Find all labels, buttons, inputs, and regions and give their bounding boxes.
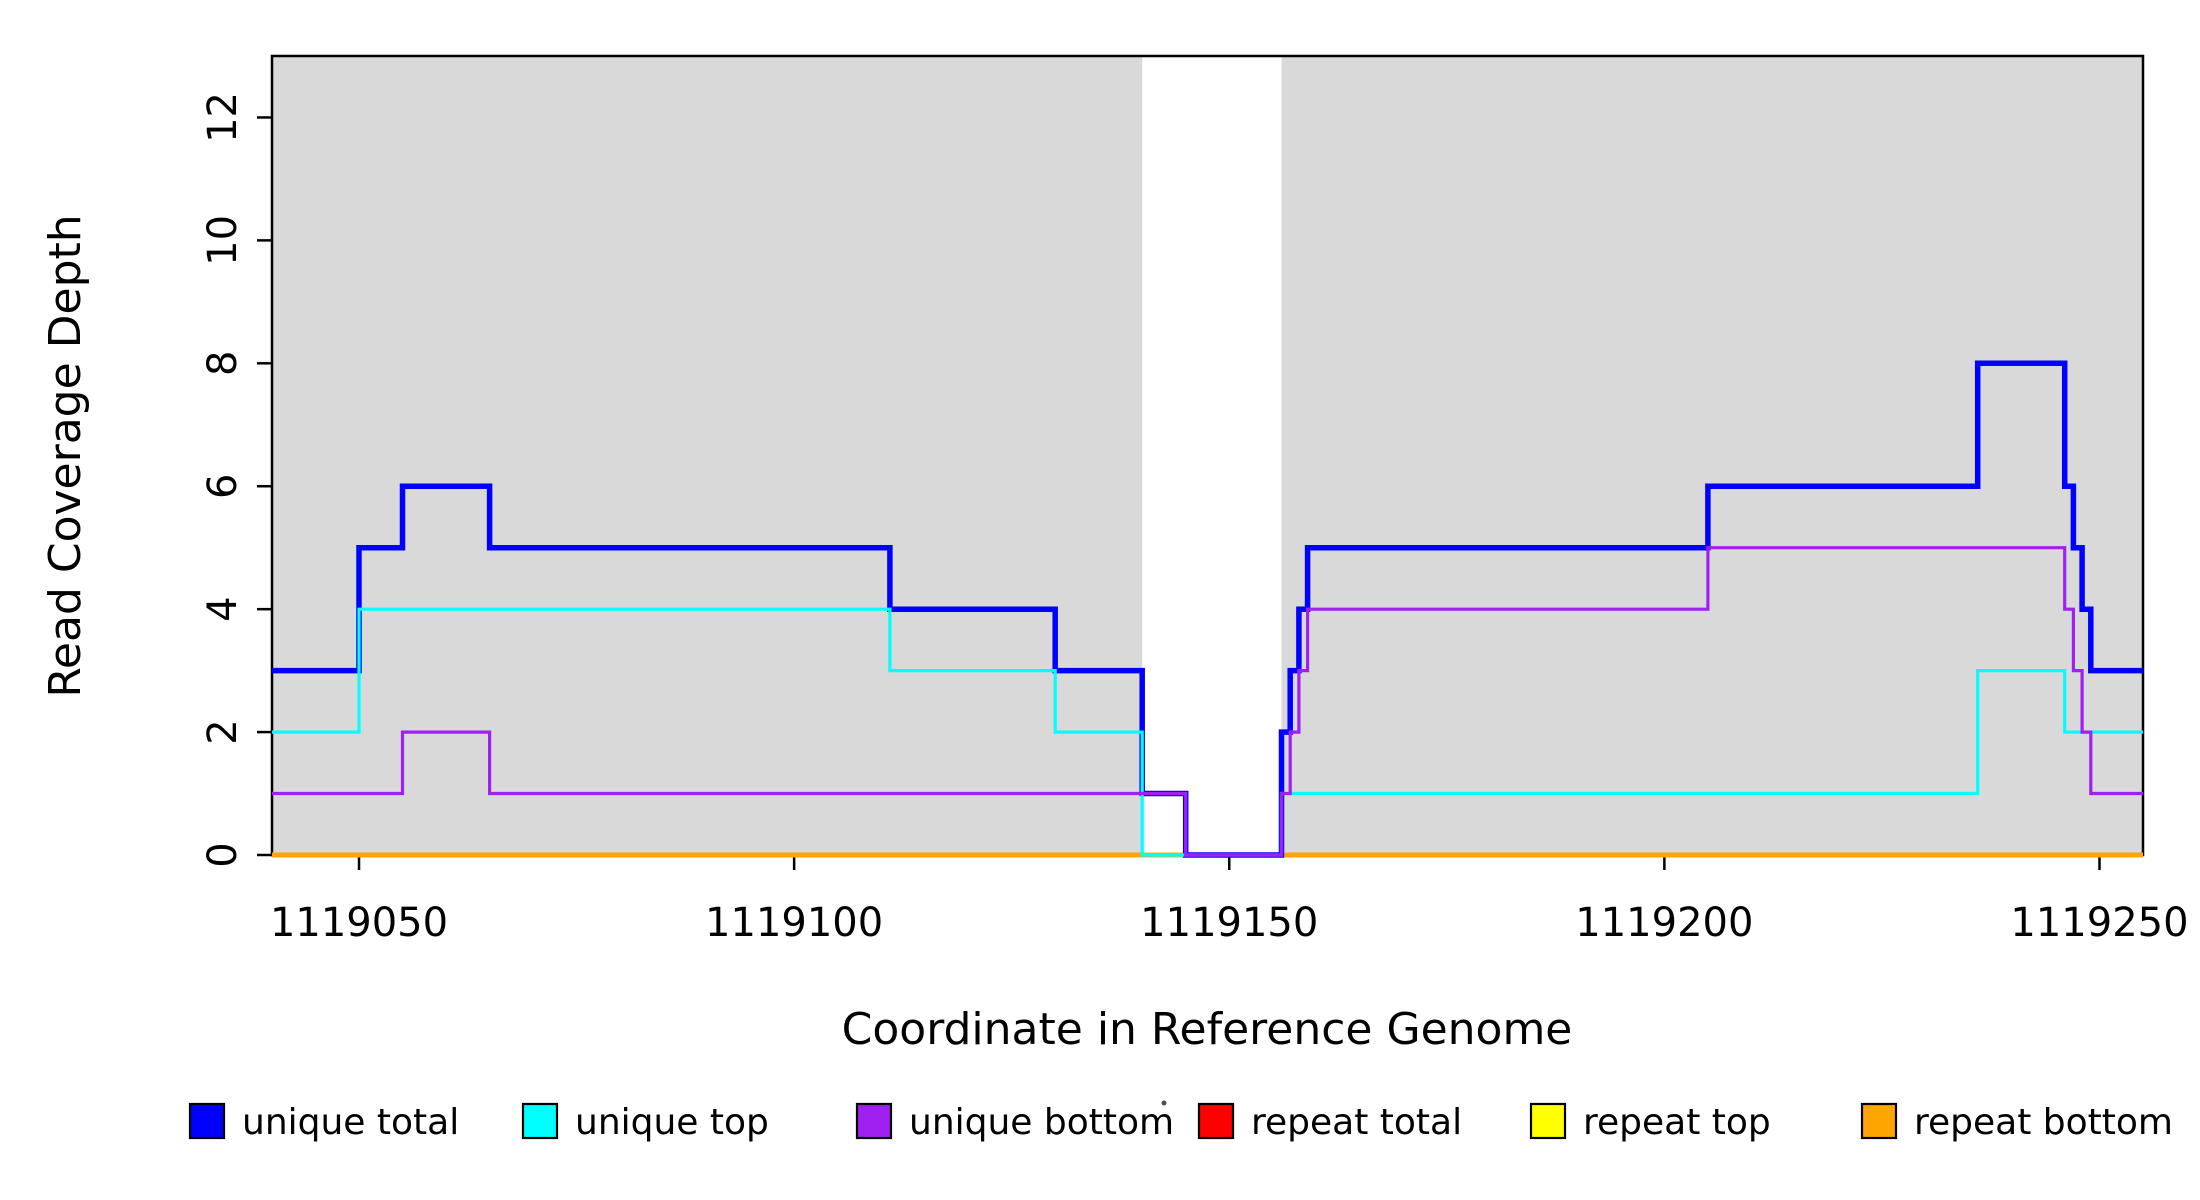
- legend-item-repeat-total: repeat total: [1197, 1102, 1462, 1143]
- x-tick-label: 1119150: [1140, 900, 1318, 946]
- series-line-unique-total: [272, 360, 2143, 858]
- x-tick-label: 1119250: [2010, 900, 2188, 946]
- legend-swatch-repeat-bottom: [1860, 1102, 1898, 1140]
- unique-alignability-block-left: [272, 56, 1143, 855]
- legend: unique total unique top unique bottom repea…: [188, 1102, 2173, 1143]
- y-tick-label: 6: [200, 474, 246, 499]
- unique-alignability-block-right: [1281, 56, 2143, 855]
- x-tick-label: 1119100: [705, 900, 883, 946]
- shaded-regions: [272, 56, 2143, 855]
- legend-item-repeat-top: repeat top: [1529, 1102, 1771, 1143]
- legend-swatch-unique-top: [521, 1102, 559, 1140]
- legend-item-unique-total: unique total: [188, 1102, 459, 1143]
- legend-item-unique-top: unique top: [521, 1102, 769, 1143]
- x-tick-label: 1119050: [270, 900, 448, 946]
- legend-label-unique-total: unique total: [242, 1102, 459, 1143]
- legend-item-repeat-bottom: repeat bottom: [1860, 1102, 2173, 1143]
- legend-label-repeat-total: repeat total: [1251, 1102, 1462, 1143]
- y-tick-label: 8: [200, 351, 246, 376]
- legend-item-unique-bottom: unique bottom: [855, 1102, 1174, 1143]
- legend-label-unique-top: unique top: [575, 1102, 769, 1143]
- legend-swatch-repeat-total: [1197, 1102, 1235, 1140]
- x-axis-title: Coordinate in Reference Genome: [842, 1004, 1573, 1055]
- y-axis-title: Read Coverage Depth: [40, 214, 91, 697]
- legend-swatch-repeat-top: [1529, 1102, 1567, 1140]
- legend-label-repeat-top: repeat top: [1583, 1102, 1771, 1143]
- y-tick-label: 0: [200, 842, 246, 867]
- legend-label-repeat-bottom: repeat bottom: [1914, 1102, 2173, 1143]
- axes-layer: 1119050 1119100 1119150 1119200 1119250 0 2 4 6 8…: [200, 92, 2189, 946]
- stray-mark: [1161, 1100, 1167, 1106]
- y-tick-label: 4: [200, 596, 246, 621]
- series-lines: [272, 360, 2143, 858]
- legend-swatch-unique-bottom: [855, 1102, 893, 1140]
- y-tick-label: 10: [200, 215, 246, 266]
- legend-swatch-unique-total: [188, 1102, 226, 1140]
- y-tick-label: 12: [200, 92, 246, 143]
- series-line-unique-bottom: [272, 546, 2143, 857]
- y-tick-label: 2: [200, 719, 246, 744]
- x-tick-label: 1119200: [1575, 900, 1753, 946]
- legend-label-unique-bottom: unique bottom: [909, 1102, 1174, 1143]
